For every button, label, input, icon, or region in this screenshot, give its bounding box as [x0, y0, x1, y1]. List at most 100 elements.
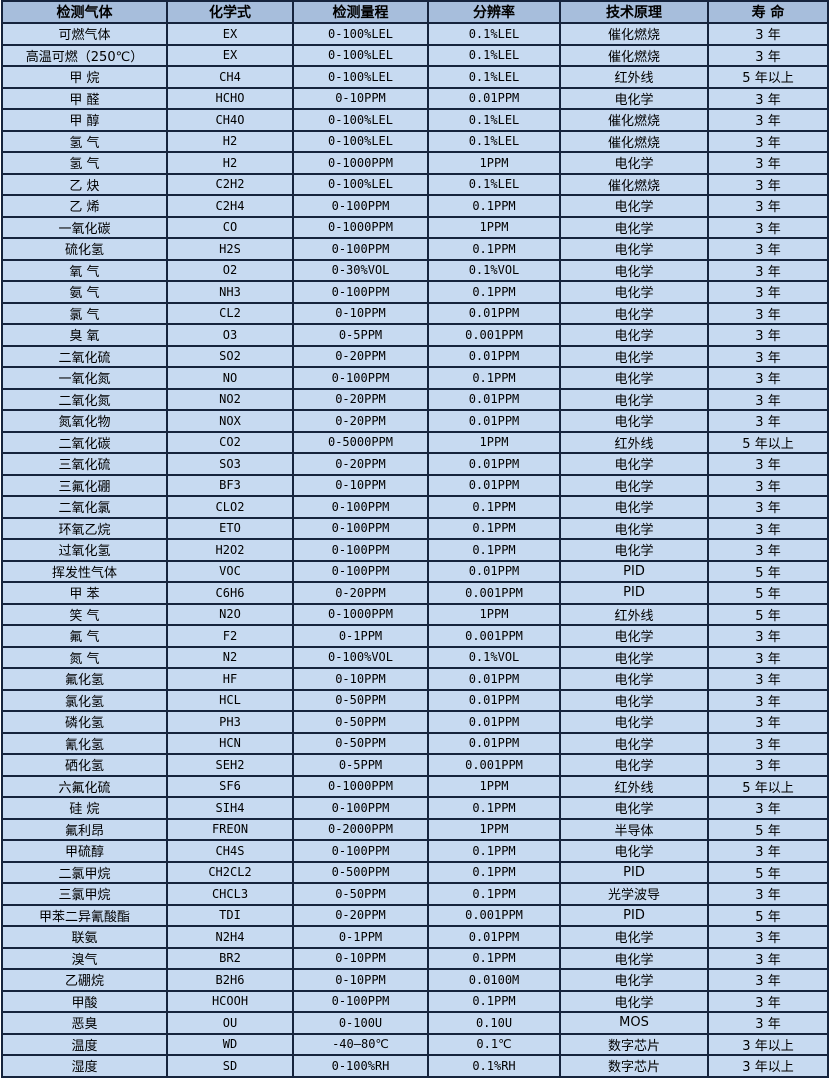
table-row: 氨 气 NH3 0-100PPM 0.1PPM 电化学 3 年 — [1, 280, 829, 304]
gas-name-cell: 二氧化硫 — [1, 344, 168, 368]
formula-cell: CH4S — [166, 839, 294, 863]
range-cell: 0-10PPM — [292, 946, 429, 970]
principle-cell: 电化学 — [559, 624, 709, 648]
range-cell: 0-100PPM — [292, 237, 429, 261]
resolution-cell: 1PPM — [427, 817, 561, 841]
gas-name-cell: 高温可燃（250℃） — [1, 43, 168, 67]
principle-cell: 电化学 — [559, 280, 709, 304]
resolution-cell: 0.1PPM — [427, 839, 561, 863]
formula-cell: CH4O — [166, 108, 294, 132]
lifespan-cell: 3 年 — [707, 538, 829, 562]
table-row: 氟利昂 FREON 0-2000PPM 1PPM 半导体 5 年 — [1, 817, 829, 841]
principle-cell: 电化学 — [559, 344, 709, 368]
table-row: 甲苯二异氰酸酯 TDI 0-20PPM 0.001PPM PID 5 年 — [1, 903, 829, 927]
principle-cell: 电化学 — [559, 301, 709, 325]
formula-cell: CH4 — [166, 65, 294, 89]
table-row: 温度 WD -40—80℃ 0.1℃ 数字芯片 3 年以上 — [1, 1032, 829, 1056]
formula-cell: HCHO — [166, 86, 294, 110]
table-row: 恶臭 OU 0-100U 0.10U MOS 3 年 — [1, 1011, 829, 1035]
table-row: 二氯甲烷 CH2CL2 0-500PPM 0.1PPM PID 5 年 — [1, 860, 829, 884]
table-row: 氢 气 H2 0-1000PPM 1PPM 电化学 3 年 — [1, 151, 829, 175]
gas-name-cell: 甲 烷 — [1, 65, 168, 89]
resolution-cell: 0.001PPM — [427, 903, 561, 927]
resolution-cell: 0.1%LEL — [427, 65, 561, 89]
lifespan-cell: 5 年以上 — [707, 430, 829, 454]
lifespan-cell: 3 年 — [707, 323, 829, 347]
resolution-cell: 0.1PPM — [427, 194, 561, 218]
resolution-cell: 0.1%LEL — [427, 172, 561, 196]
lifespan-cell: 3 年 — [707, 882, 829, 906]
table-row: 三氟化硼 BF3 0-10PPM 0.01PPM 电化学 3 年 — [1, 473, 829, 497]
principle-cell: 催化燃烧 — [559, 108, 709, 132]
formula-cell: N2 — [166, 645, 294, 669]
lifespan-cell: 3 年 — [707, 495, 829, 519]
column-header-6: 寿 命 — [707, 0, 829, 24]
formula-cell: CO2 — [166, 430, 294, 454]
formula-cell: WD — [166, 1032, 294, 1056]
table-row: 氮氧化物 NOX 0-20PPM 0.01PPM 电化学 3 年 — [1, 409, 829, 433]
table-row: 二氧化碳 CO2 0-5000PPM 1PPM 红外线 5 年以上 — [1, 430, 829, 454]
formula-cell: H2S — [166, 237, 294, 261]
lifespan-cell: 5 年 — [707, 559, 829, 583]
formula-cell: PH3 — [166, 710, 294, 734]
formula-cell: C2H2 — [166, 172, 294, 196]
resolution-cell: 1PPM — [427, 774, 561, 798]
lifespan-cell: 3 年 — [707, 129, 829, 153]
formula-cell: B2H6 — [166, 968, 294, 992]
gas-name-cell: 硫化氢 — [1, 237, 168, 261]
gas-name-cell: 臭 氧 — [1, 323, 168, 347]
table-row: 氯化氢 HCL 0-50PPM 0.01PPM 电化学 3 年 — [1, 688, 829, 712]
range-cell: 0-100PPM — [292, 194, 429, 218]
lifespan-cell: 5 年以上 — [707, 774, 829, 798]
principle-cell: 电化学 — [559, 237, 709, 261]
resolution-cell: 0.0100M — [427, 968, 561, 992]
lifespan-cell: 3 年 — [707, 645, 829, 669]
range-cell: 0-30%VOL — [292, 258, 429, 282]
resolution-cell: 0.1PPM — [427, 538, 561, 562]
principle-cell: 红外线 — [559, 774, 709, 798]
table-row: 一氧化碳 CO 0-1000PPM 1PPM 电化学 3 年 — [1, 215, 829, 239]
table-row: 可燃气体 EX 0-100%LEL 0.1%LEL 催化燃烧 3 年 — [1, 22, 829, 46]
gas-name-cell: 二氧化碳 — [1, 430, 168, 454]
gas-name-cell: 挥发性气体 — [1, 559, 168, 583]
formula-cell: EX — [166, 22, 294, 46]
resolution-cell: 0.1PPM — [427, 237, 561, 261]
table-row: 甲硫醇 CH4S 0-100PPM 0.1PPM 电化学 3 年 — [1, 839, 829, 863]
table-row: 氧 气 O2 0-30%VOL 0.1%VOL 电化学 3 年 — [1, 258, 829, 282]
principle-cell: 电化学 — [559, 989, 709, 1013]
lifespan-cell: 3 年 — [707, 172, 829, 196]
range-cell: 0-100%LEL — [292, 108, 429, 132]
table-row: 乙 炔 C2H2 0-100%LEL 0.1%LEL 催化燃烧 3 年 — [1, 172, 829, 196]
table-row: 溴气 BR2 0-10PPM 0.1PPM 电化学 3 年 — [1, 946, 829, 970]
range-cell: 0-20PPM — [292, 452, 429, 476]
principle-cell: 电化学 — [559, 409, 709, 433]
lifespan-cell: 3 年 — [707, 989, 829, 1013]
principle-cell: 红外线 — [559, 430, 709, 454]
gas-name-cell: 湿度 — [1, 1054, 168, 1078]
gas-name-cell: 氮氧化物 — [1, 409, 168, 433]
range-cell: 0-100PPM — [292, 796, 429, 820]
formula-cell: VOC — [166, 559, 294, 583]
lifespan-cell: 5 年以上 — [707, 65, 829, 89]
resolution-cell: 0.1PPM — [427, 989, 561, 1013]
resolution-cell: 0.1%RH — [427, 1054, 561, 1078]
principle-cell: 催化燃烧 — [559, 129, 709, 153]
resolution-cell: 0.1PPM — [427, 882, 561, 906]
formula-cell: TDI — [166, 903, 294, 927]
resolution-cell: 0.001PPM — [427, 323, 561, 347]
lifespan-cell: 3 年 — [707, 688, 829, 712]
range-cell: 0-50PPM — [292, 882, 429, 906]
range-cell: 0-100PPM — [292, 559, 429, 583]
range-cell: 0-100%LEL — [292, 43, 429, 67]
column-header-3: 检测量程 — [292, 0, 429, 24]
table-row: 氟 气 F2 0-1PPM 0.001PPM 电化学 3 年 — [1, 624, 829, 648]
resolution-cell: 0.1%LEL — [427, 129, 561, 153]
formula-cell: NH3 — [166, 280, 294, 304]
range-cell: 0-100%LEL — [292, 65, 429, 89]
table-row: 湿度 SD 0-100%RH 0.1%RH 数字芯片 3 年以上 — [1, 1054, 829, 1078]
resolution-cell: 0.01PPM — [427, 925, 561, 949]
lifespan-cell: 5 年 — [707, 903, 829, 927]
principle-cell: 电化学 — [559, 796, 709, 820]
principle-cell: 光学波导 — [559, 882, 709, 906]
table-body: 可燃气体 EX 0-100%LEL 0.1%LEL 催化燃烧 3 年高温可燃（250℃） E… — [1, 22, 829, 1078]
